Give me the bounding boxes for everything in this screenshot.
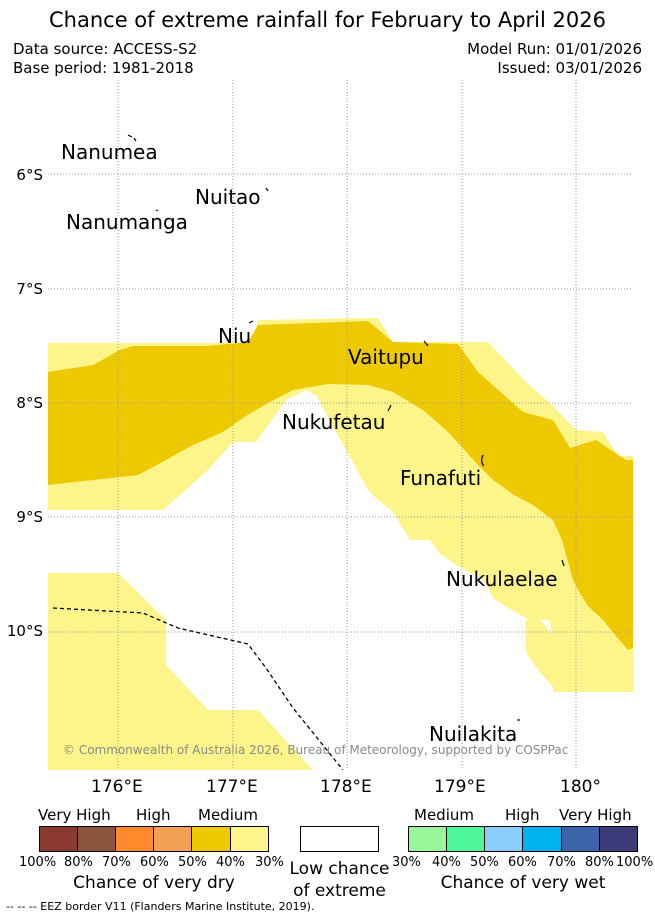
- place-label-vaitupu: Vaitupu: [348, 345, 424, 369]
- place-label-nanumanga: Nanumanga: [66, 210, 188, 234]
- base-period: Base period: 1981-2018: [13, 59, 194, 77]
- swatch-wet-40-50: [446, 826, 485, 852]
- lat-label-8s: 8°S: [16, 394, 43, 412]
- island-nanumea-shape: [127, 134, 137, 142]
- place-label-nuilakita: Nuilakita: [429, 722, 517, 746]
- swatch-wet-30-40: [408, 826, 447, 852]
- place-label-nukulaelae: Nukulaelae: [446, 567, 558, 591]
- issued-date: Issued: 03/01/2026: [497, 59, 642, 77]
- swatch-dry-40-50: [191, 826, 231, 852]
- place-label-nuitao: Nuitao: [195, 185, 261, 209]
- island-nukufetau-shape: [387, 404, 392, 412]
- data-source: Data source: ACCESS-S2: [13, 40, 198, 58]
- legend-wet-pct-100: 100%: [616, 855, 654, 870]
- legend-dry-medium: Medium: [198, 806, 258, 824]
- legend-dry-pct-50: 50%: [178, 855, 207, 870]
- lat-label-9s: 9°S: [16, 508, 43, 526]
- legend-dry-pct-60: 60%: [140, 855, 169, 870]
- legend-dry-high: High: [136, 806, 171, 824]
- place-label-niu: Niu: [218, 324, 251, 348]
- legend-wet-medium: Medium: [414, 806, 474, 824]
- lat-label-6s: 6°S: [16, 166, 43, 184]
- legend-wet-pct-30: 30%: [392, 855, 421, 870]
- legend-dry-pct-100: 100%: [19, 855, 57, 870]
- legend-wet-pct-70: 70%: [547, 855, 576, 870]
- lon-label-177e: 177°E: [206, 777, 258, 797]
- eez-footnote: -- -- -- EEZ border V11 (Flanders Marine…: [6, 900, 315, 913]
- legend-wet-pct-60: 60%: [508, 855, 537, 870]
- legend-dry-pct-80: 80%: [64, 855, 93, 870]
- legend-low-line2: of extreme: [293, 881, 386, 901]
- legend-wet-pct-50: 50%: [470, 855, 499, 870]
- copyright-notice: © Commonwealth of Australia 2026, Bureau…: [63, 743, 568, 757]
- swatch-dry-80-100: [39, 826, 78, 852]
- dry-light-region-south: [48, 573, 313, 770]
- graticule: [48, 80, 633, 770]
- swatch-dry-50-60: [153, 826, 192, 852]
- legend-dry-label: Chance of very dry: [73, 873, 235, 893]
- lon-label-176e: 176°E: [91, 777, 143, 797]
- lon-label-178e: 178°E: [320, 777, 372, 797]
- lat-label-7s: 7°S: [16, 280, 43, 298]
- swatch-wet-50-60: [484, 826, 523, 852]
- islands: [127, 134, 565, 721]
- legend-wet-high: High: [505, 806, 540, 824]
- meta-right: Model Run: 01/01/2026 Issued: 03/01/2026: [467, 40, 642, 78]
- place-label-funafuti: Funafuti: [400, 466, 481, 490]
- map-title: Chance of extreme rainfall for February …: [49, 8, 606, 32]
- legend-dry-pct-40: 40%: [216, 855, 245, 870]
- swatch-dry-70-80: [77, 826, 116, 852]
- place-labels: Nanumea Nuitao Nanumanga Niu Vaitupu Nuk…: [61, 140, 558, 746]
- legend-wet-very-high: Very High: [559, 806, 632, 824]
- place-label-nukufetau: Nukufetau: [282, 410, 385, 434]
- legend-low-label: Low chance of extreme: [282, 858, 397, 902]
- swatch-dry-30-40: [230, 826, 269, 852]
- legend-wet-pct-80: 80%: [585, 855, 614, 870]
- island-nanumanga-shape: [155, 209, 159, 212]
- model-run: Model Run: 01/01/2026: [467, 40, 642, 58]
- legend-dry-pct-70: 70%: [102, 855, 131, 870]
- island-funafuti-shape: [481, 454, 485, 467]
- lon-label-179e: 179°E: [434, 777, 486, 797]
- legend-dry-pct-30: 30%: [255, 855, 284, 870]
- legend-low-line1: Low chance: [289, 859, 390, 879]
- map-area: Nanumea Nuitao Nanumanga Niu Vaitupu Nuk…: [48, 80, 633, 770]
- legend-wet-pct-40: 40%: [432, 855, 461, 870]
- lon-label-180: 180°: [560, 777, 601, 797]
- legend-wet-label: Chance of very wet: [440, 873, 606, 893]
- meta-left: Data source: ACCESS-S2 Base period: 1981…: [13, 40, 197, 78]
- lat-label-10s: 10°S: [6, 622, 43, 640]
- dry-light-region-east: [526, 620, 573, 692]
- place-label-nanumea: Nanumea: [61, 140, 158, 164]
- legend-dry-very-high: Very High: [38, 806, 111, 824]
- island-niu-shape: [248, 320, 254, 324]
- swatch-wet-60-70: [522, 826, 562, 852]
- swatch-wet-80-100: [599, 826, 638, 852]
- island-nuitao-shape: [265, 187, 269, 192]
- swatch-dry-60-70: [115, 826, 154, 852]
- swatch-low-chance: [300, 826, 379, 852]
- swatch-wet-70-80: [561, 826, 600, 852]
- island-nukulaelae-shape: [561, 559, 565, 567]
- island-vaitupu-shape: [423, 340, 429, 347]
